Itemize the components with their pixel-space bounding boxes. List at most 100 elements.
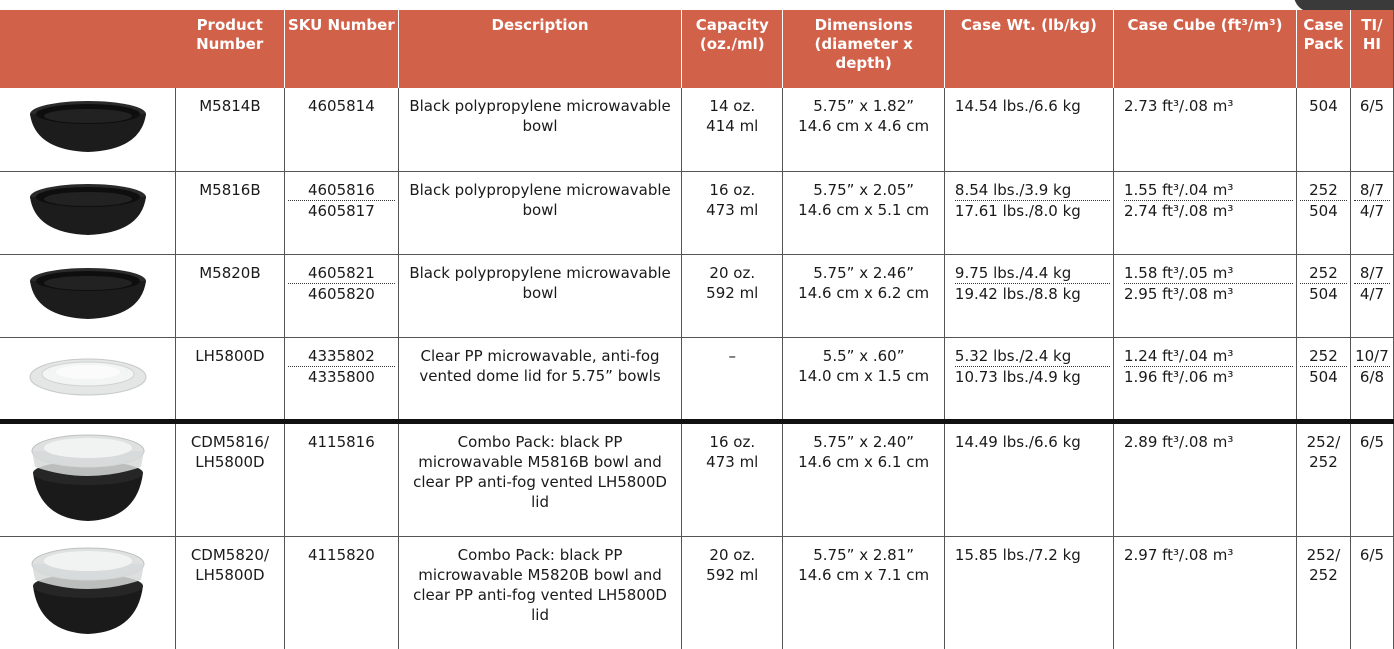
ti-hi-cell: 8/7 4/7 — [1349, 254, 1394, 339]
combo-bowl-lid-icon — [27, 427, 149, 532]
ti-hi-value: 8/7 — [1353, 263, 1390, 285]
table-row: M5820B 4605821 4605820 Black polypropylene … — [0, 254, 1394, 339]
description-cell: Black polypropylene microwavable bowl — [397, 88, 682, 172]
header-capacity: Capacity (oz./ml) — [681, 10, 783, 88]
header-ti-hi: TI/ HI — [1349, 10, 1394, 88]
header-case-pack: Case Pack — [1296, 10, 1351, 88]
capacity-value: 414 ml — [706, 117, 759, 135]
dimensions-value: 5.75” x 2.81” — [813, 545, 915, 564]
sku-value: 4605814 — [307, 97, 375, 115]
dimensions-value: 5.75” x 1.82” — [813, 97, 915, 115]
capacity-cell: 20 oz. 592 ml — [681, 254, 783, 339]
ti-hi-cell: 6/5 — [1349, 421, 1394, 537]
description-cell: Combo Pack: black PP microwavable M5816B… — [397, 421, 682, 537]
sku-value: 4605820 — [307, 285, 375, 304]
ti-hi-value: 6/5 — [1359, 432, 1384, 451]
description-cell: Black polypropylene microwavable bowl — [397, 171, 682, 256]
product-number-cell: CDM5816/ LH5800D — [175, 421, 285, 537]
case-cube-value: 2.74 ft³/.08 m³ — [1123, 201, 1234, 220]
sku-cell: 4605814 — [283, 88, 399, 172]
sku-cell: 4115820 — [283, 536, 399, 649]
case-pack-value: 252/ 252 — [1306, 545, 1341, 584]
case-cube-value: 2.73 ft³/.08 m³ — [1123, 97, 1234, 115]
dimensions-cell: 5.75” x 2.46” 14.6 cm x 6.2 cm — [782, 254, 945, 339]
capacity-value: 20 oz. — [709, 545, 756, 564]
case-pack-value: 252 — [1300, 180, 1347, 201]
capacity-value: 16 oz. — [709, 180, 756, 199]
sku-value: 4115820 — [307, 545, 375, 564]
case-wt-cell: 9.75 lbs./4.4 kg 19.42 lbs./8.8 kg — [943, 254, 1114, 339]
case-cube-value: 2.89 ft³/.08 m³ — [1123, 432, 1234, 451]
product-image-cell — [0, 337, 176, 424]
black-bowl-icon — [27, 179, 149, 246]
sku-cell: 4605816 4605817 — [283, 171, 399, 256]
dimensions-value: 5.75” x 2.46” — [813, 264, 915, 283]
sku-value: 4115816 — [307, 432, 375, 451]
dimensions-value: 14.6 cm x 6.1 cm — [798, 452, 930, 471]
case-pack-cell: 252/ 252 — [1296, 421, 1351, 537]
capacity-value: 592 ml — [706, 284, 759, 303]
sku-cell: 4115816 — [283, 421, 399, 537]
capacity-value: – — [728, 347, 737, 366]
capacity-cell: 14 oz. 414 ml — [681, 88, 783, 172]
description-cell: Black polypropylene microwavable bowl — [397, 254, 682, 339]
case-pack-value: 504 — [1309, 368, 1338, 387]
product-image-cell — [0, 88, 176, 172]
header-sku-number: SKU Number — [283, 10, 399, 88]
table-row: CDM5820/ LH5800D 4115820 Combo Pack: black… — [0, 536, 1394, 649]
header-case-cube: Case Cube (ft³/m³) — [1112, 10, 1297, 88]
case-cube-value: 2.95 ft³/.08 m³ — [1123, 285, 1234, 304]
description-cell: Clear PP microwavable, anti-fog vented d… — [397, 337, 682, 424]
product-spec-table: Product Number SKU Number Description Ca… — [0, 10, 1394, 649]
table-row: CDM5816/ LH5800D 4115816 Combo Pack: black… — [0, 421, 1394, 537]
capacity-cell: 20 oz. 592 ml — [681, 536, 783, 649]
product-image-cell — [0, 171, 176, 256]
case-pack-value: 252/ 252 — [1306, 432, 1341, 471]
product-number-cell: LH5800D — [175, 337, 285, 424]
table-header-row: Product Number SKU Number Description Ca… — [0, 10, 1394, 88]
case-cube-cell: 1.55 ft³/.04 m³ 2.74 ft³/.08 m³ — [1112, 171, 1297, 256]
table-row: M5814B 4605814 Black polypropylene microwa… — [0, 88, 1394, 172]
black-bowl-icon — [27, 263, 149, 330]
case-pack-value: 252 — [1300, 263, 1347, 285]
case-cube-value: 1.24 ft³/.04 m³ — [1123, 346, 1294, 368]
case-cube-value: 2.97 ft³/.08 m³ — [1123, 545, 1234, 564]
sku-cell: 4605821 4605820 — [283, 254, 399, 339]
case-wt-cell: 14.49 lbs./6.6 kg — [943, 421, 1114, 537]
case-wt-value: 14.49 lbs./6.6 kg — [954, 432, 1081, 451]
sku-value: 4605821 — [287, 263, 395, 285]
dimensions-value: 14.6 cm x 6.2 cm — [798, 284, 930, 303]
case-cube-cell: 2.97 ft³/.08 m³ — [1112, 536, 1297, 649]
header-product-number: Product Number — [175, 10, 285, 88]
capacity-cell: – — [681, 337, 783, 424]
capacity-value: 592 ml — [706, 565, 759, 584]
product-number-cell: CDM5820/ LH5800D — [175, 536, 285, 649]
dimensions-cell: 5.75” x 2.05” 14.6 cm x 5.1 cm — [782, 171, 945, 256]
header-case-weight: Case Wt. (lb/kg) — [943, 10, 1114, 88]
corner-tab — [1294, 0, 1394, 12]
dimensions-cell: 5.75” x 1.82” 14.6 cm x 4.6 cm — [782, 88, 945, 172]
description-cell: Combo Pack: black PP microwavable M5820B… — [397, 536, 682, 649]
capacity-value: 20 oz. — [709, 264, 756, 283]
case-cube-cell: 1.58 ft³/.05 m³ 2.95 ft³/.08 m³ — [1112, 254, 1297, 339]
capacity-value: 16 oz. — [709, 432, 756, 451]
case-wt-value: 15.85 lbs./7.2 kg — [954, 545, 1081, 564]
ti-hi-value: 6/5 — [1359, 97, 1384, 115]
case-wt-value: 19.42 lbs./8.8 kg — [954, 285, 1081, 304]
case-wt-cell: 5.32 lbs./2.4 kg 10.73 lbs./4.9 kg — [943, 337, 1114, 424]
ti-hi-value: 8/7 — [1353, 180, 1390, 201]
case-wt-value: 8.54 lbs./3.9 kg — [954, 180, 1110, 201]
dimensions-value: 14.6 cm x 5.1 cm — [798, 200, 930, 219]
clear-lid-icon — [27, 345, 149, 412]
product-number-cell: M5816B — [175, 171, 285, 256]
capacity-cell: 16 oz. 473 ml — [681, 421, 783, 537]
combo-bowl-lid-icon — [27, 540, 149, 645]
dimensions-cell: 5.5” x .60” 14.0 cm x 1.5 cm — [782, 337, 945, 424]
product-number-cell: M5814B — [175, 88, 285, 172]
product-image-cell — [0, 536, 176, 649]
case-pack-cell: 252 504 — [1296, 254, 1351, 339]
case-pack-value: 504 — [1309, 201, 1338, 220]
ti-hi-value: 6/8 — [1359, 368, 1384, 387]
black-bowl-icon — [27, 96, 149, 163]
case-wt-value: 14.54 lbs./6.6 kg — [954, 97, 1081, 115]
